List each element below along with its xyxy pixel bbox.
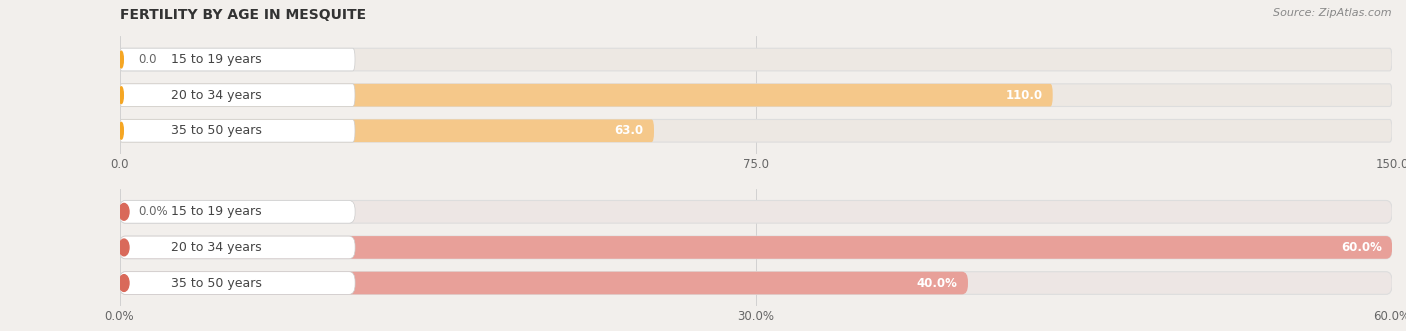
FancyBboxPatch shape — [120, 119, 654, 142]
FancyBboxPatch shape — [120, 84, 1053, 107]
FancyBboxPatch shape — [120, 236, 356, 259]
Text: 35 to 50 years: 35 to 50 years — [172, 276, 262, 290]
Circle shape — [120, 87, 124, 104]
FancyBboxPatch shape — [120, 272, 1392, 294]
Text: 20 to 34 years: 20 to 34 years — [172, 89, 262, 102]
FancyBboxPatch shape — [120, 272, 356, 294]
FancyBboxPatch shape — [120, 119, 354, 142]
FancyBboxPatch shape — [120, 201, 356, 223]
Text: Source: ZipAtlas.com: Source: ZipAtlas.com — [1274, 8, 1392, 18]
FancyBboxPatch shape — [120, 119, 1392, 142]
FancyBboxPatch shape — [120, 236, 1392, 259]
FancyBboxPatch shape — [120, 201, 1392, 223]
Text: FERTILITY BY AGE IN MESQUITE: FERTILITY BY AGE IN MESQUITE — [120, 8, 366, 22]
FancyBboxPatch shape — [120, 236, 1392, 259]
Text: 15 to 19 years: 15 to 19 years — [172, 53, 262, 66]
Text: 15 to 19 years: 15 to 19 years — [172, 205, 262, 218]
Text: 35 to 50 years: 35 to 50 years — [172, 124, 262, 137]
Circle shape — [120, 51, 124, 68]
Text: 40.0%: 40.0% — [917, 276, 957, 290]
Text: 0.0%: 0.0% — [139, 205, 169, 218]
Circle shape — [120, 239, 129, 256]
Text: 0.0: 0.0 — [139, 53, 157, 66]
Text: 60.0%: 60.0% — [1341, 241, 1382, 254]
FancyBboxPatch shape — [120, 84, 354, 107]
FancyBboxPatch shape — [120, 84, 1392, 107]
Circle shape — [120, 275, 129, 291]
FancyBboxPatch shape — [120, 272, 967, 294]
Text: 63.0: 63.0 — [614, 124, 644, 137]
Circle shape — [120, 204, 129, 220]
FancyBboxPatch shape — [120, 48, 1392, 71]
Circle shape — [120, 122, 124, 139]
FancyBboxPatch shape — [120, 48, 354, 71]
Text: 110.0: 110.0 — [1005, 89, 1042, 102]
Text: 20 to 34 years: 20 to 34 years — [172, 241, 262, 254]
